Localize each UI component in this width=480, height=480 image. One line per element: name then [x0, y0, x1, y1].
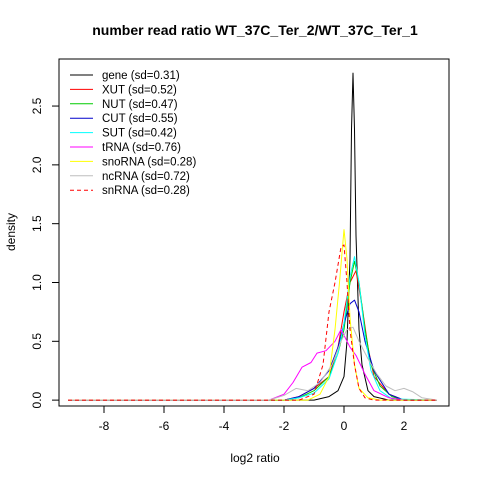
legend-label: snoRNA (sd=0.28) — [102, 156, 196, 168]
series-line-3 — [68, 299, 437, 401]
x-tick-label: -4 — [219, 419, 230, 433]
series-line-5 — [68, 329, 437, 401]
y-axis-label: density — [4, 213, 18, 251]
legend-label: XUT (sd=0.52) — [102, 84, 177, 96]
legend-label: CUT (sd=0.55) — [102, 113, 178, 125]
legend-label: ncRNA (sd=0.72) — [102, 171, 190, 183]
series-line-7 — [68, 326, 438, 401]
series-line-8 — [68, 244, 437, 401]
y-tick-label: 0.0 — [30, 391, 44, 408]
series-layer — [68, 72, 438, 401]
legend-label: gene (sd=0.31) — [102, 70, 180, 82]
x-tick-label: 2 — [401, 419, 408, 433]
x-tick-label: 0 — [341, 419, 348, 433]
y-tick-label: 0.5 — [30, 333, 44, 350]
y-tick-label: 1.5 — [30, 215, 44, 232]
x-axis-label: log2 ratio — [230, 451, 280, 465]
x-tick-label: -8 — [99, 419, 110, 433]
legend-label: NUT (sd=0.47) — [102, 99, 178, 111]
x-tick-label: -6 — [159, 419, 170, 433]
y-tick-label: 1.0 — [30, 274, 44, 291]
axes-layer: -8 -6 -4 -2 0 2 0.0 0.5 1.0 1.5 2.0 2.5 — [30, 97, 408, 433]
chart-title: number read ratio WT_37C_Ter_2/WT_37C_Te… — [92, 22, 418, 38]
series-line-6 — [68, 229, 437, 401]
series-line-0 — [68, 72, 437, 401]
legend-label: SUT (sd=0.42) — [102, 128, 177, 140]
legend-label: snRNA (sd=0.28) — [102, 185, 190, 197]
series-line-4 — [68, 256, 438, 401]
x-tick-label: -2 — [279, 419, 290, 433]
y-tick-label: 2.5 — [30, 97, 44, 114]
series-line-2 — [68, 260, 437, 401]
legend: gene (sd=0.31) XUT (sd=0.52) NUT (sd=0.47)… — [70, 70, 196, 197]
y-tick-label: 2.0 — [30, 156, 44, 173]
plot-frame — [58, 58, 450, 407]
legend-label: tRNA (sd=0.76) — [102, 142, 181, 154]
